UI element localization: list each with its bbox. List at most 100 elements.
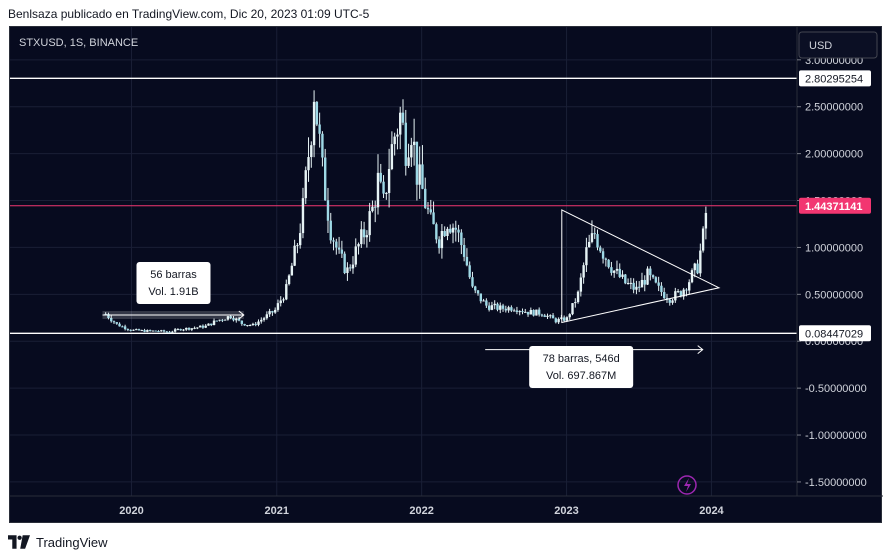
candle-body [146,330,149,332]
candle-body [340,249,344,254]
candle-body [701,228,705,251]
candle-body [410,145,413,158]
candle-body [296,245,299,247]
candle-body [660,285,663,293]
candle-body [187,327,191,330]
candle-body [168,331,171,333]
candle-body [143,330,146,332]
candle-body [126,329,130,331]
candle-body [265,314,269,319]
candle-body [496,303,499,310]
candle-body [132,329,135,331]
candle-body [165,331,169,333]
candle-body [471,277,474,287]
candle-body [449,228,452,233]
candle-body [546,315,549,317]
candle-body [654,277,658,283]
candle-body [699,250,702,274]
candle-body [390,144,394,170]
candle-body [362,229,366,238]
candle-body [312,101,316,146]
lightning-event-icon[interactable] [677,475,697,495]
candle-body [693,263,696,271]
chart-panel[interactable]: 56 barras Vol. 1.91B 78 barras, 546d Vol. 6… [9,26,883,524]
candle-body [688,282,691,291]
candle-body [454,227,457,230]
candle-body [540,314,544,316]
candle-body [482,300,485,302]
candles [104,90,708,334]
candle-body [510,307,513,311]
candle-body [490,305,494,310]
candle-body [643,279,646,285]
candle-body [557,318,560,323]
candle-body [468,265,471,278]
candle-body [668,299,671,303]
candle-body [223,319,227,321]
candle-body [293,245,296,266]
candle-body [198,325,202,328]
y-tick-label: -1.00000000 [805,430,867,442]
candle-body [404,122,407,166]
candle-body [460,232,463,246]
candle-body [579,277,583,292]
candle-body [501,305,505,309]
currency-selector[interactable]: USD [798,31,878,59]
candle-body [237,318,241,321]
candle-body [349,267,352,269]
candle-body [182,329,185,331]
candle-body [685,289,688,291]
candle-body [262,318,266,320]
candle-body [229,316,232,319]
candle-body [251,323,255,326]
range-2-volume-label: Vol. 697.867M [546,370,616,382]
candle-body [543,315,546,317]
candle-body [204,325,207,328]
candle-body [335,241,338,248]
candle-body [196,327,199,329]
price-chart[interactable]: 56 barras Vol. 1.91B 78 barras, 546d Vol. 6… [10,27,883,524]
current-price-badge [799,197,871,214]
y-tick-label: 0.50000000 [805,289,863,301]
candle-body [323,157,327,201]
candle-body [657,282,660,286]
candle-body [393,136,396,145]
candle-body [321,133,324,158]
candle-body [396,134,399,137]
triangle-pattern-drawing[interactable] [561,209,721,324]
x-tick-label: 2022 [409,505,433,517]
candle-body [457,229,460,233]
candle-body [290,265,294,276]
candle-body [549,315,552,317]
candle-body [440,231,444,249]
symbol-label: STXUSD, 1S, BINANCE [19,37,138,49]
candle-body [432,212,435,225]
candle-body [190,328,194,330]
candle-body [618,268,621,277]
currency-label: USD [809,40,832,52]
candle-body [465,256,469,266]
candle-body [529,309,533,315]
candle-body [171,331,174,333]
candle-body [474,286,477,291]
range-2-arrow-head [697,345,704,355]
candle-body [337,247,341,250]
candle-body [676,291,680,293]
candle-body [690,270,694,283]
range-2-tooltip[interactable] [529,346,634,388]
candle-body [157,331,160,333]
candle-body [115,322,118,324]
candle-body [368,211,371,236]
candle-body [462,245,466,257]
y-tick-label: -1.50000000 [805,477,867,489]
candle-body [154,330,157,332]
candle-body [435,224,438,240]
candle-body [704,212,708,229]
range-1-tooltip[interactable] [136,262,211,304]
y-tick-label: 1.00000000 [805,242,863,254]
tradingview-logo-icon [8,535,30,549]
candle-body [232,318,235,321]
candle-body [512,310,516,312]
x-tick-label: 2021 [265,505,289,517]
candle-body [451,227,455,233]
